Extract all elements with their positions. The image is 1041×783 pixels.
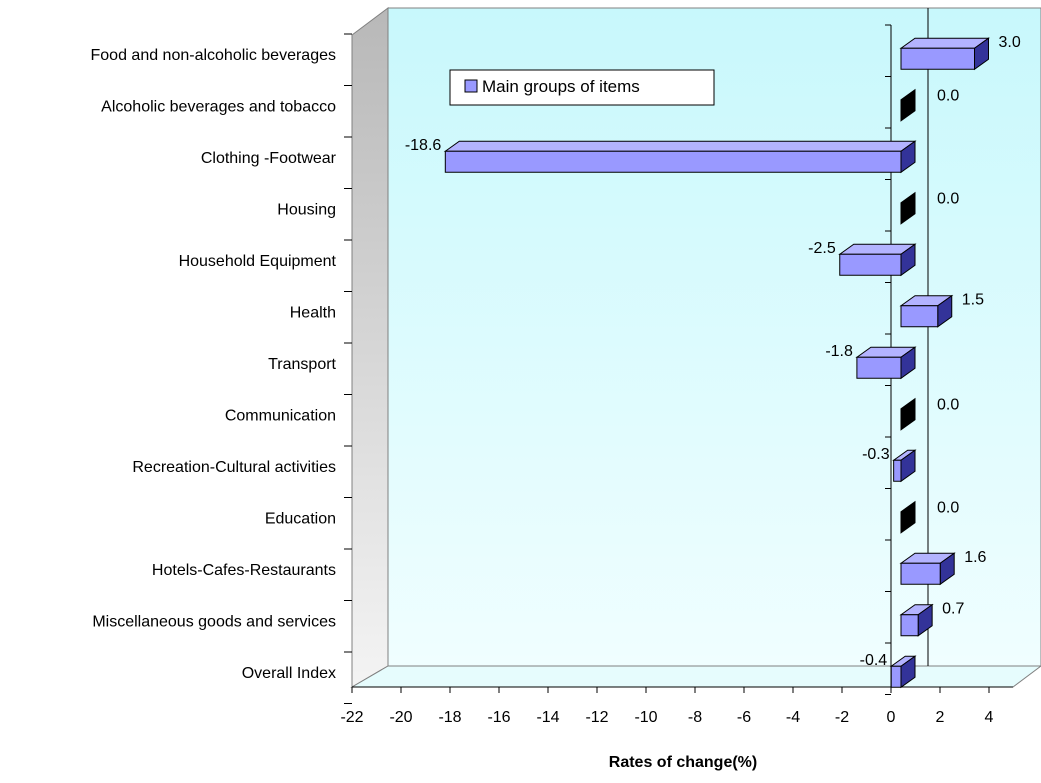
- category-label: Housing: [277, 201, 336, 218]
- legend-swatch: [464, 79, 478, 93]
- x-tick-label: 2: [936, 709, 945, 726]
- bar: [856, 356, 902, 379]
- x-tick-label: -20: [389, 709, 412, 726]
- bar: [444, 150, 902, 173]
- bar: [900, 562, 941, 585]
- x-tick-label: -2: [835, 709, 849, 726]
- category-label: Recreation-Cultural activities: [132, 459, 336, 476]
- data-label: 1.6: [964, 549, 986, 566]
- legend-box: [449, 69, 715, 106]
- x-tick-label: -6: [737, 709, 751, 726]
- category-label: Clothing -Footwear: [201, 150, 337, 167]
- category-label: Transport: [268, 356, 336, 373]
- category-label: Overall Index: [242, 665, 336, 682]
- data-label: -1.8: [825, 343, 853, 360]
- x-tick-label: -18: [438, 709, 461, 726]
- bar-top: [899, 37, 991, 49]
- data-label: -2.5: [808, 240, 836, 257]
- bar: [900, 305, 939, 328]
- x-tick-label: -14: [536, 709, 559, 726]
- data-label: 0.7: [942, 600, 964, 617]
- floor: [350, 665, 1041, 688]
- category-label: Communication: [225, 407, 336, 424]
- bar: [900, 47, 975, 70]
- bar: [839, 253, 902, 276]
- data-label: 0.0: [937, 87, 959, 104]
- data-labels: Food and non-alcoholic beverages 3.0 Alcoh…: [91, 34, 1021, 682]
- data-label: -0.3: [862, 446, 890, 463]
- data-label: 3.0: [999, 34, 1021, 51]
- bar-zero: [900, 191, 916, 225]
- x-tick-label: -22: [340, 709, 363, 726]
- data-label: -0.4: [860, 652, 888, 669]
- x-tick-label: 0: [887, 709, 896, 726]
- data-label: 0.0: [937, 190, 959, 207]
- x-tick-label: 4: [985, 709, 994, 726]
- data-label: -18.6: [405, 137, 442, 154]
- category-label: Health: [290, 304, 336, 321]
- x-tick-label: -8: [688, 709, 702, 726]
- category-label: Hotels-Cafes-Restaurants: [152, 562, 336, 579]
- data-label: 0.0: [937, 499, 959, 516]
- x-tick-label: -4: [786, 709, 800, 726]
- bar: [890, 665, 902, 688]
- x-tick-label: -12: [585, 709, 608, 726]
- category-label: Household Equipment: [179, 253, 337, 270]
- data-label: 1.5: [962, 291, 984, 308]
- x-tick-label: -16: [487, 709, 510, 726]
- bar: [893, 459, 902, 482]
- x-axis-title: Rates of change(%): [609, 754, 757, 771]
- bar-zero: [900, 88, 916, 122]
- bar-top: [443, 140, 917, 152]
- legend: Main groups of items: [449, 69, 715, 106]
- x-tick-label: -10: [634, 709, 657, 726]
- legend-label: Main groups of items: [482, 77, 640, 96]
- bar-zero: [900, 397, 916, 431]
- category-label: Miscellaneous goods and services: [92, 613, 336, 630]
- bar-zero: [900, 500, 916, 534]
- category-label: Alcoholic beverages and tobacco: [101, 98, 336, 115]
- left-wall: [351, 7, 389, 688]
- category-label: Education: [265, 510, 336, 527]
- category-label: Food and non-alcoholic beverages: [91, 47, 337, 64]
- bar: [900, 614, 919, 637]
- bars: [443, 37, 991, 689]
- data-label: 0.0: [937, 396, 959, 413]
